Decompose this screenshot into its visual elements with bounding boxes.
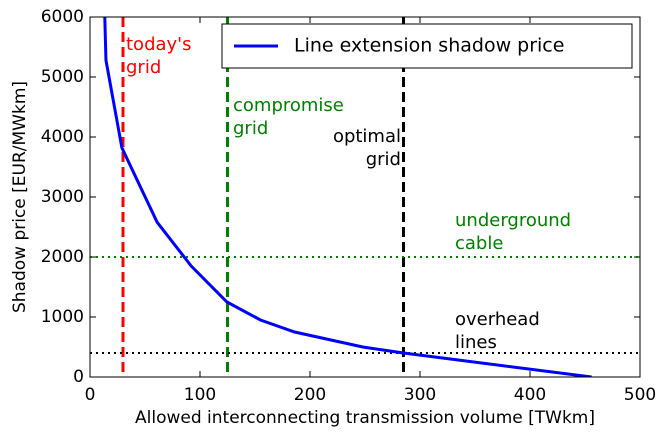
- annotation: compromise: [233, 95, 344, 116]
- x-tick-label: 0: [85, 385, 96, 405]
- x-tick-label: 500: [624, 385, 656, 405]
- x-tick-label: 100: [184, 385, 216, 405]
- y-axis-label: Shadow price [EUR/MWkm]: [10, 81, 30, 313]
- annotation: grid: [126, 57, 161, 78]
- annotation: underground: [455, 210, 571, 231]
- annotation: optimal: [333, 126, 401, 147]
- annotation: overhead: [455, 309, 540, 330]
- x-tick-label: 300: [404, 385, 436, 405]
- y-tick-label: 2000: [41, 247, 84, 267]
- x-tick-label: 400: [514, 385, 546, 405]
- y-tick-label: 3000: [41, 187, 84, 207]
- annotation: lines: [455, 332, 497, 353]
- y-tick-label: 5000: [41, 67, 84, 87]
- y-tick-label: 6000: [41, 7, 84, 27]
- legend-box: [221, 23, 633, 69]
- annotation: grid: [366, 149, 401, 170]
- annotation: cable: [455, 233, 503, 254]
- plot-frame: [89, 16, 641, 378]
- x-tick-label: 200: [294, 385, 326, 405]
- data-line: [103, 17, 592, 377]
- y-tick-label: 1000: [41, 307, 84, 327]
- x-axis-label: Allowed interconnecting transmission vol…: [135, 408, 595, 428]
- annotation: grid: [233, 118, 268, 139]
- y-tick-label: 0: [73, 367, 84, 387]
- y-tick-label: 4000: [41, 127, 84, 147]
- legend-label: Line extension shadow price: [294, 35, 564, 57]
- annotation: today's: [126, 34, 192, 55]
